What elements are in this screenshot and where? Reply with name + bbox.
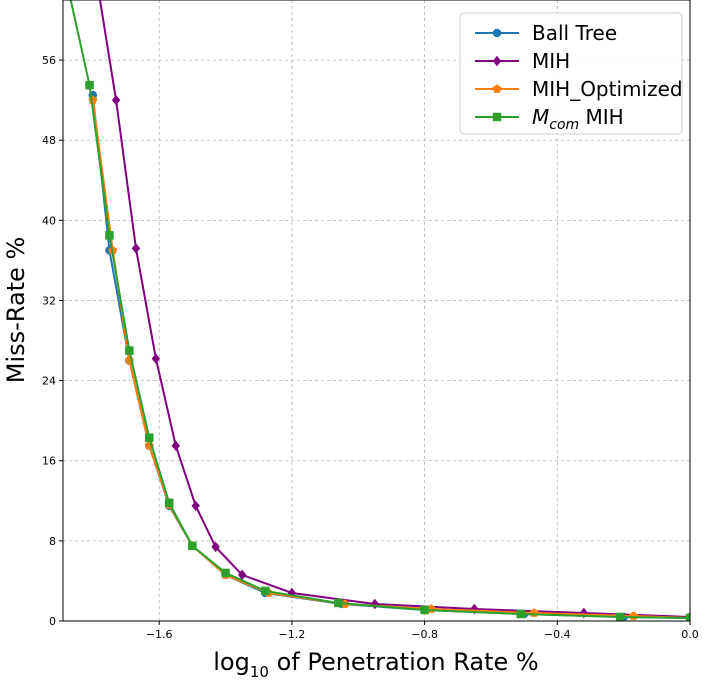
data-point-mcom-mih <box>420 605 429 615</box>
legend: Ball Tree MIH MIH_Optimized Mcom MIH <box>459 12 683 135</box>
x-tick-label: −1.6 <box>146 628 173 641</box>
data-point-mcom-mih <box>221 568 230 578</box>
legend-marker-mih-optimized <box>492 84 502 93</box>
data-point-mcom-mih <box>125 346 134 355</box>
y-tick-label: 56 <box>42 54 56 67</box>
data-point-mcom-mih <box>685 613 690 621</box>
data-point-mih <box>191 500 200 512</box>
legend-label-mih-optimized: MIH_Optimized <box>532 77 683 101</box>
series-layer <box>69 0 690 621</box>
y-tick-label: 32 <box>42 294 56 307</box>
data-point-mcom-mih <box>188 541 197 551</box>
data-point-mcom-mih <box>616 612 625 621</box>
legend-marker-mcom-mih <box>492 112 502 122</box>
data-point-mih <box>151 353 161 364</box>
x-tick-label: −1.2 <box>279 628 306 641</box>
data-point-mcom-mih <box>85 80 94 90</box>
data-point-mcom-mih <box>164 498 174 508</box>
series-line-mcom-mih <box>69 0 690 619</box>
y-tick-label: 0 <box>49 615 56 628</box>
data-point-mcom-mih <box>105 231 114 240</box>
data-point-mcom-mih <box>145 433 154 442</box>
data-point-mcom-mih <box>261 586 270 596</box>
data-point-mih <box>111 94 121 106</box>
y-tick-label: 8 <box>49 535 56 548</box>
data-point-mcom-mih <box>334 598 343 608</box>
y-tick-label: 40 <box>42 214 56 227</box>
data-point-mcom-mih <box>516 609 526 619</box>
data-point-mih <box>237 569 247 581</box>
ticks: −1.6 −1.2 −0.8 −0.4 0.0 0 8 16 24 32 40 48 56 <box>42 54 699 641</box>
legend-label-mih: MIH <box>532 49 570 73</box>
data-point-mih <box>171 440 180 451</box>
legend-label-ball-tree: Ball Tree <box>532 21 617 45</box>
legend-marker-mih <box>492 55 502 67</box>
x-tick-label: −0.8 <box>411 628 438 641</box>
x-tick-label: 0.0 <box>681 628 699 641</box>
data-point-mih <box>211 541 220 553</box>
series-mcom-mih <box>69 0 690 621</box>
y-tick-label: 16 <box>42 455 56 468</box>
y-tick-label: 24 <box>42 375 56 388</box>
x-axis-label: log10 of Penetration Rate % <box>213 648 539 680</box>
data-point-mih <box>131 243 141 254</box>
y-axis-label: Miss-Rate % <box>2 237 30 384</box>
x-tick-label: −0.4 <box>544 628 571 641</box>
legend-marker-ball-tree <box>492 28 502 38</box>
legend-label-mcom-mih: Mcom MIH <box>532 105 624 133</box>
legend-box <box>459 12 683 135</box>
y-tick-label: 48 <box>42 134 56 147</box>
plot-frame <box>62 0 691 622</box>
